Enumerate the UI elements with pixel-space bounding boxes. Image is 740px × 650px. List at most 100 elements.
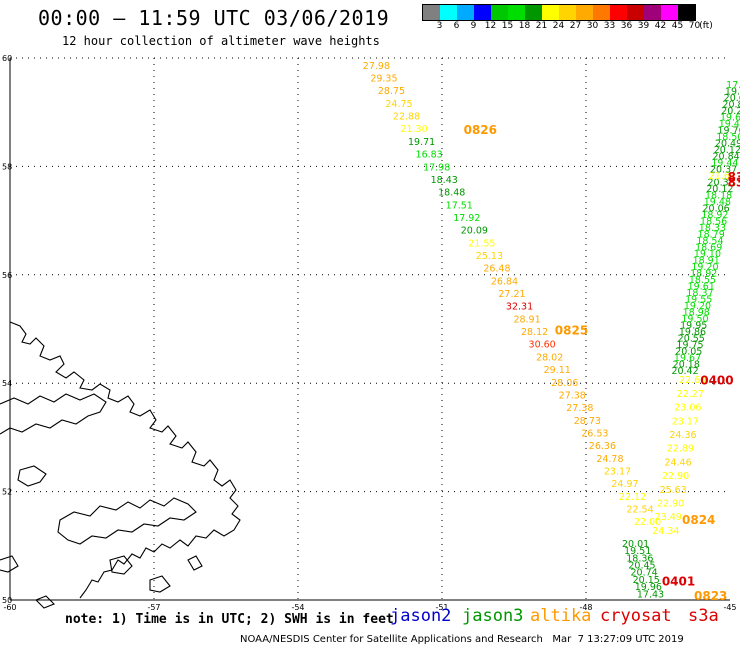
lat-tick-label: 58 <box>2 162 12 171</box>
swh-value: 23.49 <box>655 512 682 523</box>
map-subtitle: 12 hour collection of altimeter wave hei… <box>62 34 380 48</box>
swh-value: 19.96 <box>635 582 662 593</box>
pass-number-label: 0823 <box>694 589 727 603</box>
swh-value: 24.46 <box>664 457 691 468</box>
swh-value: 28.12 <box>521 327 548 338</box>
swh-value: 20.12 <box>706 184 733 195</box>
swh-value: 19.50 <box>681 314 708 325</box>
swh-value: 24.97 <box>611 479 638 490</box>
swh-value: 27.38 <box>559 390 586 401</box>
scale-swatch <box>474 5 491 20</box>
map-frame <box>9 58 730 601</box>
swh-value: 19.48 <box>704 197 731 208</box>
swh-color-scale <box>422 4 696 21</box>
lat-tick-label: 60 <box>2 54 12 63</box>
scale-swatch <box>423 5 440 20</box>
swh-value: 16.83 <box>416 150 443 161</box>
swh-value: 20.45 <box>628 560 655 571</box>
note-text: note: 1) Time is in UTC; 2) SWH is in fe… <box>65 612 394 627</box>
swh-value: 18.98 <box>683 307 710 318</box>
scale-label: 45 <box>671 21 684 31</box>
swh-value: 29.11 <box>544 365 571 376</box>
swh-value: 26.36 <box>589 441 616 452</box>
swh-value: 20.05 <box>675 346 702 357</box>
pass-number-label: 0826 <box>464 123 497 137</box>
pass-number-label: 83 <box>728 175 740 189</box>
swh-value: 18.92 <box>690 268 717 279</box>
scale-unit: (ft) <box>699 21 713 31</box>
scale-label: 15 <box>501 21 514 31</box>
lon-tick-label: -51 <box>435 603 448 612</box>
legend-altika: altika <box>530 606 592 626</box>
swh-value: 19.67 <box>674 353 701 364</box>
swh-value: 20.49 <box>715 138 740 149</box>
swh-value: 19.55 <box>685 294 712 305</box>
swh-value: 25.63 <box>660 485 687 496</box>
swh-value: 17.42 <box>726 80 740 91</box>
lon-tick-label: -57 <box>147 603 160 612</box>
swh-value: 20.38 <box>708 177 735 188</box>
coastline-labrador <box>0 321 241 609</box>
swh-value: 20.06 <box>703 203 730 214</box>
swh-value: 22.88 <box>393 112 420 123</box>
swh-value: 20.74 <box>631 568 658 579</box>
scale-label: 12 <box>484 21 497 31</box>
scale-swatch <box>542 5 559 20</box>
swh-value: 19.95 <box>680 320 707 331</box>
swh-value: 22.90 <box>662 471 689 482</box>
swh-value: 26.53 <box>581 428 608 439</box>
lon-tick-label: -45 <box>723 603 736 612</box>
swh-value: 20.55 <box>678 333 705 344</box>
swh-value: 18.18 <box>705 190 732 201</box>
swh-value: 18.92 <box>701 210 728 221</box>
swh-value: 20.86 <box>722 99 740 110</box>
scale-swatch <box>593 5 610 20</box>
swh-value: 19.61 <box>688 281 715 292</box>
swh-value: 20.18 <box>673 359 700 370</box>
swh-value: 19.75 <box>676 340 703 351</box>
scale-swatch <box>661 5 678 20</box>
swh-value: 26.48 <box>483 264 510 275</box>
swh-value: 28.91 <box>513 314 540 325</box>
lat-lon-grid <box>10 57 730 600</box>
scale-label: 9 <box>470 21 477 31</box>
swh-value: 25.13 <box>476 251 503 262</box>
swh-value: 24.75 <box>385 99 412 110</box>
lon-tick-label: -60 <box>3 603 16 612</box>
swh-value: 20.67 <box>724 93 740 104</box>
swh-color-scale-labels: 3 6 9 12 15 18 21 24 27 30 33 36 39 42 45 70 (ft) <box>422 21 732 33</box>
scale-label: 33 <box>603 21 616 31</box>
scale-label: 18 <box>518 21 531 31</box>
legend-cryosat: cryosat <box>600 606 672 626</box>
swh-value: 20.12 <box>714 145 740 156</box>
swh-value: 27.98 <box>363 61 390 72</box>
swh-value: 19.20 <box>684 301 711 312</box>
swh-value: 19.51 <box>624 546 651 557</box>
pass-number-label: 83 <box>728 170 740 184</box>
lon-tick-label: -54 <box>291 603 304 612</box>
axis-tick-labels: 60 58 56 54 52 50-60 -57 -54 -51 -48 -45 <box>2 54 737 612</box>
swh-value: 17.43 <box>637 589 664 600</box>
swh-value: 18.55 <box>689 275 716 286</box>
swh-value: 18.54 <box>696 236 723 247</box>
swh-value: 30.60 <box>529 340 556 351</box>
swh-value: 20.15 <box>633 575 660 586</box>
scale-swatch <box>627 5 644 20</box>
swh-value: 19.76 <box>717 125 740 136</box>
pass-number-label: 0824 <box>682 513 715 527</box>
swh-value: 19.86 <box>679 327 706 338</box>
swh-value: 19.85 <box>725 86 740 97</box>
scale-swatch <box>559 5 576 20</box>
swh-value: 27.21 <box>498 289 525 300</box>
swh-value: 18.37 <box>686 288 713 299</box>
swh-value: 18.56 <box>700 216 727 227</box>
swh-value: 22.90 <box>657 498 684 509</box>
swh-value: 20.84 <box>712 151 739 162</box>
scale-label: 24 <box>552 21 565 31</box>
swh-value: 28.75 <box>378 86 405 97</box>
lat-tick-label: 54 <box>2 379 12 388</box>
swh-value: 22.27 <box>677 389 704 400</box>
map-title: 00:00 – 11:59 UTC 03/06/2019 <box>38 6 390 30</box>
swh-value: 19.44 <box>711 158 738 169</box>
